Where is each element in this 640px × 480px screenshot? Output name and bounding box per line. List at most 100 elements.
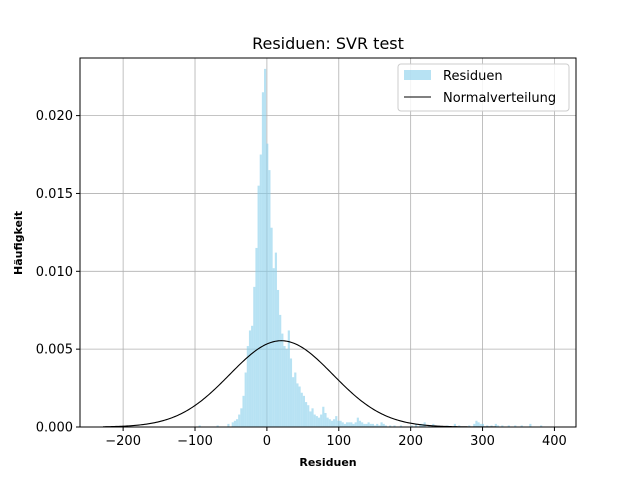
histogram-bar bbox=[367, 422, 370, 427]
histogram-bar bbox=[333, 419, 336, 427]
histogram-bars bbox=[198, 68, 543, 428]
histogram-bar bbox=[244, 372, 247, 427]
x-tick-label: 0 bbox=[263, 434, 271, 449]
histogram-bar bbox=[356, 417, 359, 427]
histogram-bar bbox=[276, 289, 280, 427]
histogram-bar bbox=[309, 411, 312, 427]
histogram-bar bbox=[330, 420, 334, 427]
histogram-bar bbox=[257, 185, 260, 427]
histogram-bar bbox=[520, 425, 523, 427]
histogram-bar bbox=[529, 423, 532, 427]
histogram-bar bbox=[540, 425, 543, 427]
histogram-bar bbox=[313, 414, 316, 427]
x-tick-label: 100 bbox=[326, 434, 351, 449]
histogram-bar bbox=[389, 425, 392, 427]
histogram-bar bbox=[363, 423, 366, 427]
histogram-bar bbox=[490, 425, 493, 427]
histogram-bar bbox=[481, 423, 484, 427]
histogram-bar bbox=[365, 423, 368, 427]
histogram-bar bbox=[320, 414, 323, 427]
histogram-bar bbox=[317, 417, 321, 427]
y-tick-label: 0.015 bbox=[36, 187, 73, 202]
histogram-bar bbox=[311, 408, 314, 427]
histogram-bar bbox=[477, 422, 480, 427]
histogram-bar bbox=[380, 422, 383, 427]
legend-swatch-residuen bbox=[404, 70, 431, 80]
histogram-bar bbox=[274, 252, 277, 427]
histogram-bar bbox=[350, 422, 353, 427]
histogram-bar bbox=[231, 422, 234, 427]
histogram-bar bbox=[238, 414, 241, 427]
histogram-bar bbox=[216, 425, 219, 427]
histogram-bar bbox=[496, 425, 500, 427]
histogram-bar bbox=[324, 412, 327, 427]
histogram-bar bbox=[393, 425, 396, 427]
histogram-bar bbox=[326, 417, 329, 427]
histogram-bar bbox=[281, 333, 284, 427]
y-axis-label: Häufigkeit bbox=[12, 211, 25, 275]
histogram-bar bbox=[335, 416, 338, 427]
histogram-bar bbox=[475, 420, 478, 427]
histogram-bar bbox=[248, 330, 252, 427]
histogram-bar bbox=[240, 408, 243, 427]
histogram-bar bbox=[285, 349, 288, 427]
histogram-bar bbox=[266, 143, 269, 427]
y-tick-label: 0.005 bbox=[36, 343, 73, 358]
histogram-bar bbox=[246, 346, 249, 427]
x-axis-ticks: −200 −100 0 100 200 300 400 bbox=[105, 427, 567, 449]
histogram-bar bbox=[371, 423, 375, 427]
histogram-bar bbox=[374, 425, 377, 427]
x-tick-label: 200 bbox=[398, 434, 423, 449]
histogram-bar bbox=[283, 346, 286, 427]
histogram-bar bbox=[307, 405, 310, 427]
histogram-bar bbox=[337, 420, 340, 427]
histogram-bar bbox=[486, 425, 489, 427]
legend-label-residuen: Residuen bbox=[443, 69, 503, 84]
histogram-bar bbox=[507, 425, 510, 427]
histogram-bar bbox=[328, 419, 331, 427]
histogram-bar bbox=[514, 425, 517, 427]
histogram-bar bbox=[296, 383, 299, 427]
histogram-bar bbox=[227, 423, 230, 427]
histogram-bar bbox=[268, 170, 271, 428]
histogram-bar bbox=[358, 420, 362, 427]
histogram-bar bbox=[272, 268, 275, 427]
histogram-bar bbox=[414, 423, 418, 427]
histogram-bar bbox=[289, 358, 293, 427]
histogram-bar bbox=[298, 386, 301, 427]
histogram-bar bbox=[235, 419, 239, 427]
histogram-bar bbox=[348, 422, 351, 427]
histogram-bar bbox=[479, 423, 482, 427]
histogram-bar bbox=[354, 422, 357, 427]
histogram-bar bbox=[261, 92, 265, 427]
histogram-bar bbox=[251, 325, 254, 427]
x-tick-label: −100 bbox=[177, 434, 213, 449]
x-tick-label: 400 bbox=[542, 434, 567, 449]
histogram-bar bbox=[343, 423, 346, 427]
histogram-bar bbox=[453, 423, 456, 427]
histogram-bar bbox=[382, 423, 385, 427]
histogram-bar bbox=[259, 154, 262, 427]
y-tick-label: 0.010 bbox=[36, 265, 73, 280]
y-tick-label: 0.020 bbox=[36, 109, 73, 124]
histogram-bar bbox=[410, 425, 413, 427]
histogram-bar bbox=[315, 416, 318, 427]
histogram-bar bbox=[253, 286, 256, 427]
histogram-bar bbox=[361, 422, 364, 427]
histogram-bar bbox=[322, 406, 325, 427]
histogram-bar bbox=[376, 423, 379, 427]
histogram-bar bbox=[302, 395, 305, 427]
legend-box bbox=[397, 63, 570, 112]
y-axis-ticks: 0.000 0.005 0.010 0.015 0.020 bbox=[36, 109, 80, 436]
histogram-bar bbox=[345, 422, 349, 427]
histogram-bar bbox=[468, 425, 471, 427]
histogram-bar bbox=[233, 420, 236, 427]
histogram-bar bbox=[494, 423, 497, 427]
legend: Residuen Normalverteilung bbox=[397, 63, 570, 112]
histogram-bar bbox=[270, 227, 273, 427]
histogram-bar bbox=[427, 425, 431, 427]
plot-frame bbox=[79, 57, 577, 428]
x-tick-label: −200 bbox=[105, 434, 141, 449]
histogram-bar bbox=[339, 420, 342, 427]
